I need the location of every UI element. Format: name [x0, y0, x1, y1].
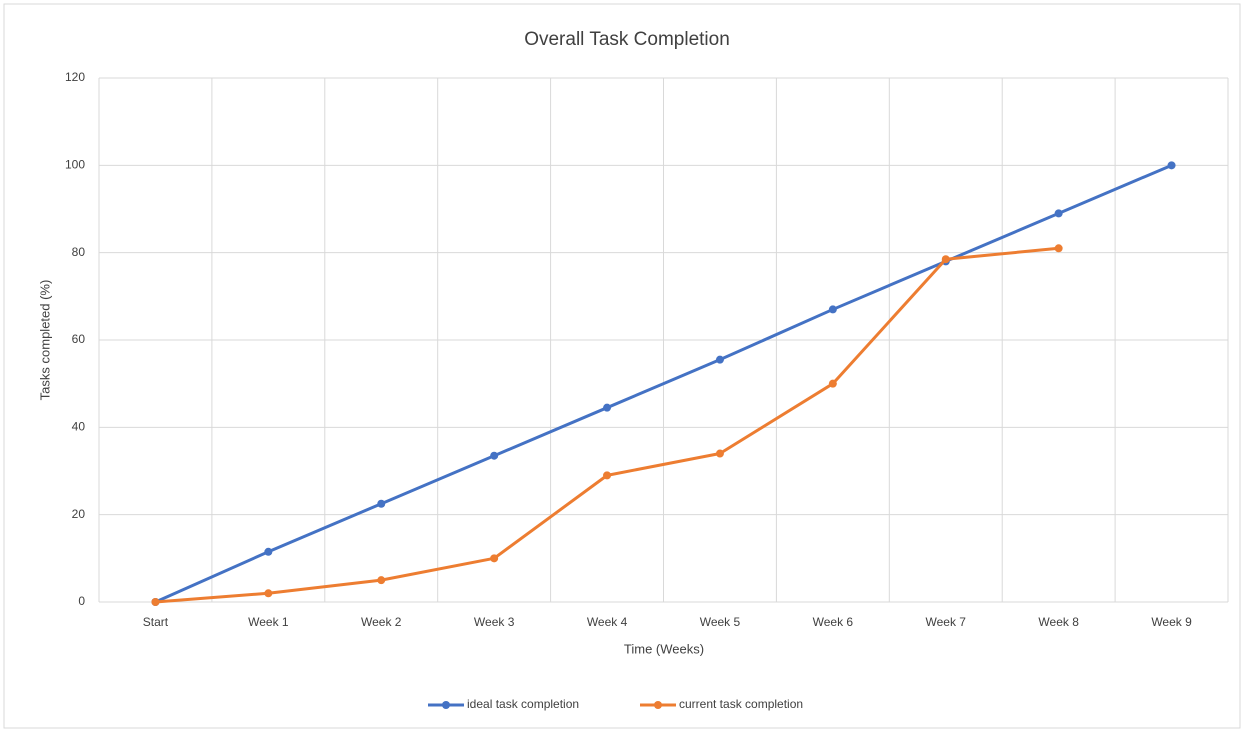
legend-marker: [654, 701, 662, 709]
data-point: [264, 589, 273, 598]
chart-frame: [3, 3, 1241, 729]
y-tick-label: 20: [72, 507, 86, 521]
data-point: [151, 598, 160, 606]
series-line: [154, 163, 1173, 604]
data-point: [490, 554, 499, 563]
legend-label: ideal task completion: [467, 697, 579, 711]
x-tick-label: Week 5: [700, 615, 741, 629]
legend-label: current task completion: [679, 697, 803, 711]
x-tick-label: Week 8: [1038, 615, 1079, 629]
y-tick-label: 40: [72, 420, 86, 434]
data-point: [603, 403, 612, 412]
x-tick-label: Week 7: [926, 615, 967, 629]
x-tick-label: Start: [143, 615, 169, 629]
x-tick-label: Week 2: [361, 615, 402, 629]
data-point: [603, 471, 612, 480]
data-point: [377, 499, 386, 508]
x-axis-label: Time (Weeks): [624, 641, 704, 656]
data-point: [377, 576, 386, 585]
series-line: [155, 246, 1059, 604]
data-point: [264, 547, 273, 556]
data-point: [715, 449, 724, 458]
data-point: [828, 305, 837, 314]
x-tick-label: Week 1: [248, 615, 289, 629]
y-tick-label: 100: [65, 158, 85, 172]
x-tick-label: Week 3: [474, 615, 515, 629]
chart-title: Overall Task Completion: [524, 29, 730, 50]
y-axis-label: Tasks completed (%): [37, 280, 52, 401]
data-point: [715, 355, 724, 364]
y-tick-label: 60: [72, 332, 86, 346]
x-tick-label: Week 4: [587, 615, 628, 629]
data-point: [941, 255, 950, 264]
data-point: [490, 451, 499, 460]
data-point: [828, 379, 837, 388]
data-point: [1054, 244, 1063, 253]
y-tick-label: 80: [72, 245, 86, 259]
data-point: [1054, 209, 1063, 218]
y-tick-label: 120: [65, 70, 85, 84]
y-tick-label: 0: [78, 594, 85, 608]
legend-marker: [442, 701, 450, 709]
x-tick-label: Week 6: [813, 615, 854, 629]
x-tick-label: Week 9: [1151, 615, 1192, 629]
data-point: [1167, 161, 1176, 170]
